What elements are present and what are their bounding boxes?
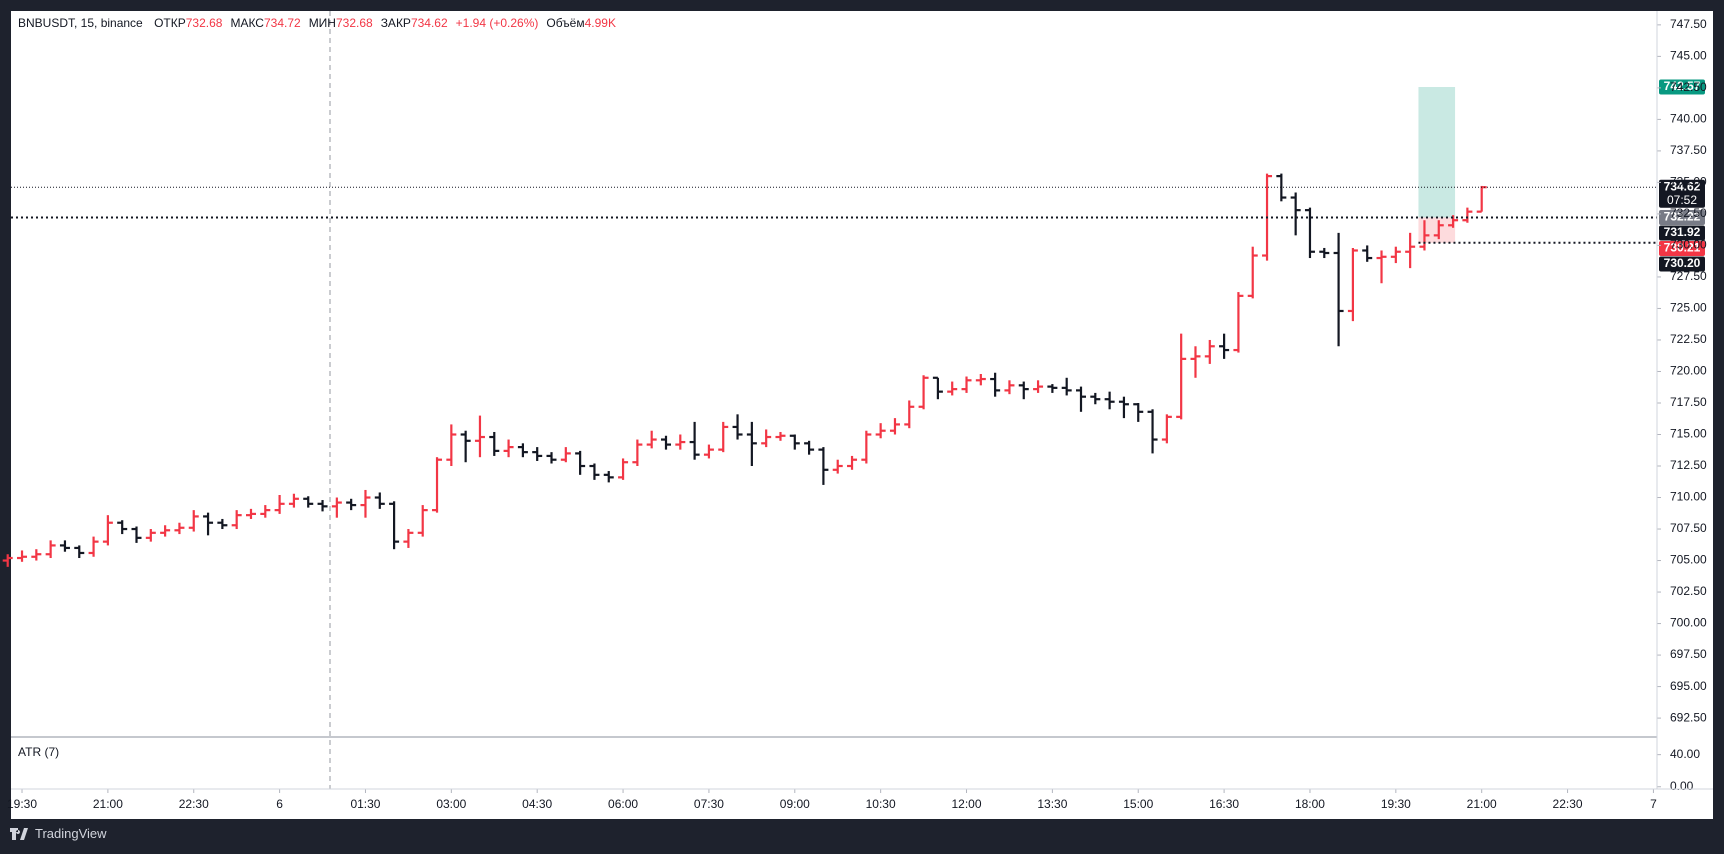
chart-background [11,11,1713,819]
price-tag-label: 732.22 [1664,210,1701,224]
legend-value: 4.99K [584,16,616,30]
legend-label: МИН [308,16,336,30]
axes: 692.50 695.00 697.50 700.00 702.50 705.00 707.… [7,11,1713,811]
legend-label: ОТКР [154,16,186,30]
y-tick-label: 695.00 [1670,679,1707,693]
legend-value: 732.68 [335,16,373,30]
price-tag [1659,209,1705,225]
y-tick-label: 745.00 [1670,49,1707,63]
y-tick-label: 710.00 [1670,490,1707,504]
x-tick-label: 04:30 [522,797,552,811]
x-tick-label: 7 [1650,797,1657,811]
x-tick-label: 01:30 [350,797,380,811]
symbol: BNBUSDT, 15, binance [18,16,143,30]
price-tag-sub: 07:52 [1667,193,1697,207]
x-tick-label: 10:30 [866,797,896,811]
price-tag-label: 730.20 [1664,256,1701,270]
y-tick-label: 702.50 [1670,584,1707,598]
y-tick-label: 715.00 [1670,427,1707,441]
y-tick-label: 725.00 [1670,301,1707,315]
x-tick-label: 22:30 [1553,797,1583,811]
y-tick-label: 735.00 [1670,175,1707,189]
legend-value: 732.68 [185,16,223,30]
price-tag-label: 730.21 [1664,241,1701,255]
footer: TradingView [10,826,107,841]
y-tick-label: 720.00 [1670,364,1707,378]
x-tick-label: 07:30 [694,797,724,811]
y-tick-label: 737.50 [1670,143,1707,157]
price-tag [1659,240,1705,256]
y-tick-label: 707.50 [1670,521,1707,535]
bars [2,173,1487,567]
y-tick-label: 717.50 [1670,395,1707,409]
x-tick-label: 19:30 [1381,797,1411,811]
y-tick-label: 697.50 [1670,647,1707,661]
legend-label: ЗАКР [380,16,411,30]
price-tag-label: 731.92 [1664,225,1701,239]
position-tool [1418,87,1456,243]
atr-tick-label: 40.00 [1670,747,1700,761]
x-tick-label: 21:00 [1467,797,1497,811]
y-tick-label: 730.00 [1670,238,1707,252]
y-tick-label: 705.00 [1670,553,1707,567]
x-tick-label: 09:00 [780,797,810,811]
x-tick-label: 12:00 [952,797,982,811]
x-tick-label: 19:30 [7,797,37,811]
x-tick-label: 22:30 [179,797,209,811]
x-tick-label: 03:00 [436,797,466,811]
legend-value: 734.62 [410,16,448,30]
x-tick-label: 06:00 [608,797,638,811]
legend-label: МАКС [230,16,264,30]
brand: TradingView [35,826,107,841]
price-tag [1659,179,1705,208]
x-tick-label: 13:30 [1037,797,1067,811]
y-tick-label: 700.00 [1670,616,1707,630]
y-tick-label: 747.50 [1670,17,1707,31]
legend-value: 734.72 [263,16,301,30]
atr-label: ATR (7) [18,745,59,759]
price-tag [1659,79,1705,95]
price-tag-label: 734.62 [1664,179,1701,193]
price-tag [1659,256,1705,272]
x-tick-label: 6 [276,797,283,811]
y-tick-label: 732.50 [1670,206,1707,220]
legend-label: Объём [546,16,585,30]
target-zone [1418,87,1456,218]
y-tick-label: 727.50 [1670,269,1707,283]
y-tick-label: 742.50 [1670,80,1707,94]
x-tick-label: 21:00 [93,797,123,811]
x-tick-label: 18:00 [1295,797,1325,811]
legend-label: +1.94 (+0.26%) [455,16,539,30]
y-tick-label: 722.50 [1670,332,1707,346]
legend: BNBUSDT, 15, binance ОТКР732.68 МАКС734.7… [18,16,616,30]
x-tick-label: 16:30 [1209,797,1239,811]
price-tag-label: 742.57 [1664,79,1701,93]
price-tag [1659,225,1705,241]
y-tick-label: 740.00 [1670,112,1707,126]
y-tick-label: 692.50 [1670,710,1707,724]
logo [10,827,28,840]
x-tick-label: 15:00 [1123,797,1153,811]
atr-tick-label: 0.00 [1670,779,1694,793]
y-tick-label: 712.50 [1670,458,1707,472]
